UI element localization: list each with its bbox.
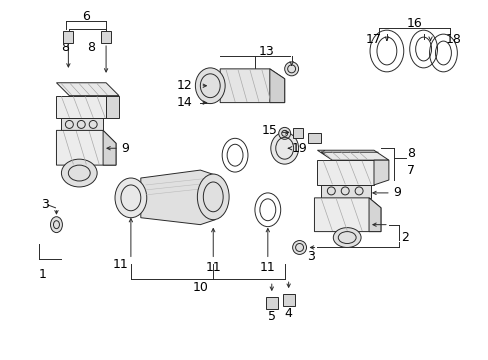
Polygon shape bbox=[317, 150, 388, 160]
Ellipse shape bbox=[270, 132, 298, 164]
Polygon shape bbox=[103, 130, 116, 165]
Polygon shape bbox=[282, 294, 294, 306]
Polygon shape bbox=[101, 31, 111, 43]
Polygon shape bbox=[321, 185, 370, 198]
Polygon shape bbox=[220, 69, 284, 103]
Polygon shape bbox=[317, 160, 373, 185]
Text: 1: 1 bbox=[39, 268, 46, 281]
Text: 9: 9 bbox=[121, 142, 128, 155]
Ellipse shape bbox=[284, 62, 298, 76]
Text: 14: 14 bbox=[176, 96, 192, 109]
Polygon shape bbox=[141, 170, 215, 225]
Text: 19: 19 bbox=[291, 142, 307, 155]
Polygon shape bbox=[307, 133, 321, 143]
Polygon shape bbox=[63, 31, 73, 43]
Text: 12: 12 bbox=[176, 79, 192, 92]
Polygon shape bbox=[269, 69, 284, 103]
Ellipse shape bbox=[115, 178, 146, 218]
Ellipse shape bbox=[278, 127, 290, 139]
Polygon shape bbox=[373, 160, 388, 185]
Polygon shape bbox=[106, 96, 119, 118]
Polygon shape bbox=[314, 198, 380, 231]
Ellipse shape bbox=[61, 159, 97, 187]
Polygon shape bbox=[368, 198, 380, 231]
Polygon shape bbox=[56, 96, 106, 118]
Text: 8: 8 bbox=[406, 147, 414, 160]
Text: 11: 11 bbox=[205, 261, 221, 274]
Text: 7: 7 bbox=[406, 163, 414, 176]
Text: 15: 15 bbox=[262, 124, 277, 137]
Text: 11: 11 bbox=[260, 261, 275, 274]
Text: 18: 18 bbox=[445, 33, 460, 46]
Ellipse shape bbox=[197, 174, 229, 220]
Text: 2: 2 bbox=[400, 231, 408, 244]
Text: 6: 6 bbox=[82, 10, 90, 23]
Text: 8: 8 bbox=[61, 41, 69, 54]
Polygon shape bbox=[61, 118, 103, 130]
Text: 11: 11 bbox=[113, 258, 128, 271]
Text: 13: 13 bbox=[259, 45, 274, 58]
Polygon shape bbox=[292, 129, 302, 138]
Polygon shape bbox=[56, 83, 119, 96]
Text: 8: 8 bbox=[87, 41, 95, 54]
Polygon shape bbox=[56, 130, 116, 165]
Text: 16: 16 bbox=[406, 17, 422, 30]
Text: 10: 10 bbox=[192, 281, 208, 294]
Text: 9: 9 bbox=[392, 186, 400, 199]
Text: 4: 4 bbox=[284, 307, 292, 320]
Text: 3: 3 bbox=[307, 250, 315, 263]
Text: 3: 3 bbox=[41, 198, 49, 211]
Polygon shape bbox=[265, 297, 277, 309]
Text: 17: 17 bbox=[366, 33, 381, 46]
Ellipse shape bbox=[195, 68, 224, 104]
Ellipse shape bbox=[292, 240, 306, 255]
Ellipse shape bbox=[333, 228, 360, 247]
Text: 5: 5 bbox=[267, 310, 275, 323]
Ellipse shape bbox=[50, 217, 62, 233]
